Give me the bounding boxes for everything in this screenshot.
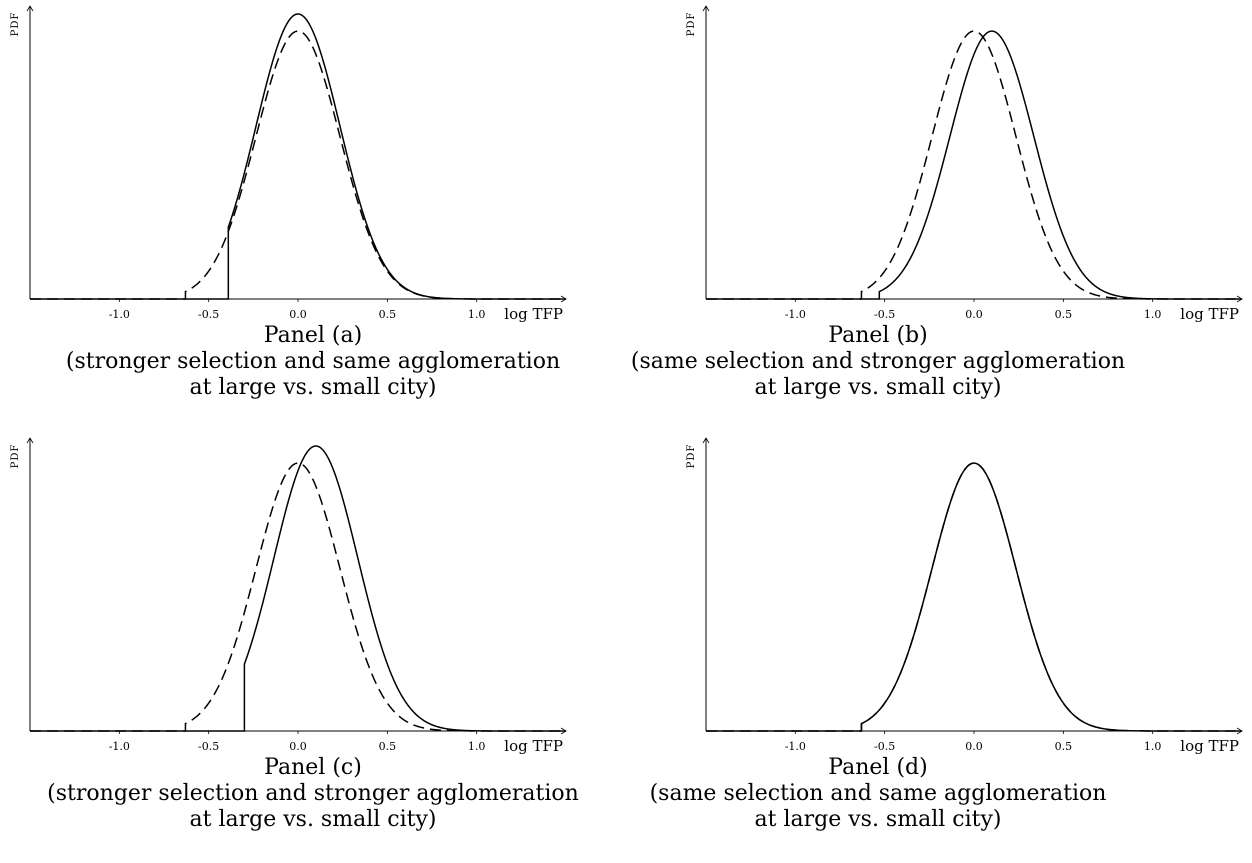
x-tick-label: 1.0 [1144, 308, 1162, 321]
x-axis-label: log TFP [1180, 305, 1239, 323]
x-tick-label: 1.0 [1144, 740, 1162, 753]
caption-d-line-3: at large vs. small city) [754, 807, 1002, 832]
x-tick-label: -0.5 [198, 308, 219, 321]
caption-c-line-2: (stronger selection and stronger agglome… [47, 781, 579, 806]
dashed-series-line [706, 30, 1242, 300]
x-tick-label: 0.5 [379, 308, 397, 321]
caption-d-line-1: Panel (d) [828, 755, 928, 780]
y-axis-label: PDF [10, 12, 21, 37]
chart-b: -1.0 -0.5 0.0 0.5 1.0 log TFP PDF [686, 5, 1243, 323]
y-axis-label: PDF [10, 444, 21, 469]
caption-b-line-1: Panel (b) [828, 323, 928, 348]
x-tick-label: 0.5 [1055, 308, 1073, 321]
x-tick-label: 0.0 [965, 308, 983, 321]
x-tick-label: 1.0 [468, 308, 486, 321]
chart-a: -1.0 -0.5 0.0 0.5 1.0 log TFP PDF [10, 5, 567, 323]
x-tick-label: -1.0 [109, 740, 130, 753]
panel-a: -1.0 -0.5 0.0 0.5 1.0 log TFP PDF Panel (a) (s… [0, 0, 626, 431]
solid-series-line [30, 445, 566, 732]
panel-b: -1.0 -0.5 0.0 0.5 1.0 log TFP PDF Panel (b) (s… [631, 0, 1252, 431]
caption-a-line-3: at large vs. small city) [189, 375, 437, 400]
caption-c-line-3: at large vs. small city) [189, 807, 437, 832]
solid-series-line [30, 13, 566, 300]
x-axis-label: log TFP [1180, 737, 1239, 755]
caption-c: Panel (c) (stronger selection and strong… [0, 755, 626, 833]
chart-d: -1.0 -0.5 0.0 0.5 1.0 log TFP PDF [686, 437, 1243, 755]
caption-a: Panel (a) (stronger selection and same a… [0, 323, 626, 401]
y-axis-label: PDF [686, 444, 697, 469]
x-tick-label: -1.0 [785, 740, 806, 753]
y-axis-arrow [702, 437, 710, 444]
x-tick-label: 0.5 [379, 740, 397, 753]
x-tick-label: -0.5 [874, 308, 895, 321]
x-tick-label: 0.5 [1055, 740, 1073, 753]
x-tick-label: -1.0 [785, 308, 806, 321]
x-tick-label: -1.0 [109, 308, 130, 321]
x-tick-label: 0.0 [289, 740, 307, 753]
dashed-series-line [30, 30, 566, 300]
y-axis-arrow [702, 5, 710, 12]
y-axis-arrow [26, 5, 34, 12]
panel-c: -1.0 -0.5 0.0 0.5 1.0 log TFP PDF Panel (c) (s… [0, 432, 626, 863]
caption-b: Panel (b) (same selection and stronger a… [565, 323, 1191, 401]
caption-a-line-2: (stronger selection and same agglomerati… [65, 349, 561, 374]
dashed-series-line [30, 462, 566, 732]
x-tick-label: 0.0 [289, 308, 307, 321]
caption-b-line-2: (same selection and stronger agglomerati… [630, 349, 1126, 374]
caption-d: Panel (d) (same selection and same agglo… [565, 755, 1191, 833]
y-axis-label: PDF [686, 12, 697, 37]
solid-series-line [706, 462, 1242, 732]
x-tick-label: -0.5 [874, 740, 895, 753]
caption-d-line-2: (same selection and same agglomeration [649, 781, 1107, 806]
solid-series-line [706, 30, 1242, 300]
x-axis-label: log TFP [504, 305, 563, 323]
dashed-series-line [706, 462, 1242, 732]
x-tick-label: 0.0 [965, 740, 983, 753]
x-tick-label: 1.0 [468, 740, 486, 753]
caption-a-line-1: Panel (a) [263, 323, 363, 348]
panel-d: -1.0 -0.5 0.0 0.5 1.0 log TFP PDF Panel (d) (s… [650, 432, 1252, 863]
x-axis-label: log TFP [504, 737, 563, 755]
x-tick-label: -0.5 [198, 740, 219, 753]
caption-c-line-1: Panel (c) [264, 755, 362, 780]
chart-c: -1.0 -0.5 0.0 0.5 1.0 log TFP PDF [10, 437, 567, 755]
y-axis-arrow [26, 437, 34, 444]
caption-b-line-3: at large vs. small city) [754, 375, 1002, 400]
